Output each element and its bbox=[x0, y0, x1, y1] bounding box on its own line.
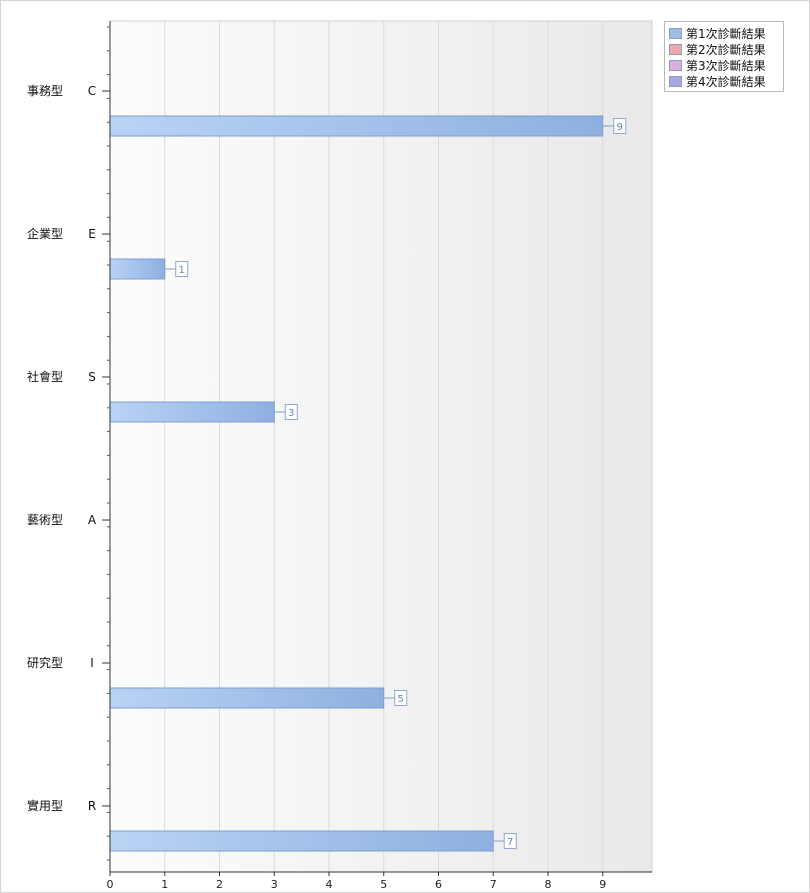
legend-item: 第4次診斷結果 bbox=[669, 73, 779, 89]
legend-swatch bbox=[669, 27, 682, 39]
data-label-box bbox=[503, 833, 517, 849]
legend-label: 第2次診斷結果 bbox=[686, 42, 766, 57]
category-label: 研究型 bbox=[27, 655, 63, 670]
category-label: 事務型 bbox=[27, 84, 63, 98]
data-label: 1 bbox=[179, 265, 185, 276]
bar bbox=[109, 830, 494, 852]
x-tick-label: 8 bbox=[544, 878, 551, 891]
bar bbox=[109, 258, 166, 280]
category-label: 社會型 bbox=[27, 369, 63, 384]
x-tick-label: 1 bbox=[161, 878, 168, 891]
category-label: 藝術型 bbox=[27, 513, 63, 527]
data-label: 5 bbox=[398, 694, 404, 705]
bar bbox=[109, 401, 275, 423]
category-code: S bbox=[88, 370, 96, 384]
x-tick-label: 4 bbox=[325, 878, 332, 891]
data-label: 3 bbox=[288, 408, 294, 419]
legend-swatch bbox=[669, 75, 682, 87]
legend-swatch bbox=[669, 59, 682, 71]
axes bbox=[102, 21, 652, 876]
legend: 第1次診斷結果 第2次診斷結果 第3次診斷結果 第4次診斷結果 bbox=[664, 21, 784, 92]
labels: 0 1 2 3 4 5 6 7 8 9 事務型 C 9 企業型 E 1 社會型 S 3 藝術型 A 研究型 I 5 實用型 R 7 bbox=[27, 84, 627, 891]
data-label: 9 bbox=[617, 122, 623, 133]
category-code: R bbox=[88, 799, 96, 813]
legend-item: 第2次診斷結果 bbox=[669, 41, 779, 57]
category-code: C bbox=[88, 84, 96, 98]
plot-area bbox=[109, 20, 653, 873]
x-tick-label: 3 bbox=[271, 878, 278, 891]
category-label: 實用型 bbox=[27, 798, 63, 813]
category-label: 企業型 bbox=[27, 226, 63, 241]
bar bbox=[109, 115, 604, 137]
legend-label: 第4次診斷結果 bbox=[686, 74, 766, 89]
x-tick-label: 5 bbox=[380, 878, 387, 891]
data-label: 7 bbox=[507, 837, 513, 848]
legend-swatch bbox=[669, 43, 682, 55]
category-code: A bbox=[88, 513, 97, 527]
category-code: E bbox=[88, 227, 96, 241]
x-tick-label: 9 bbox=[599, 878, 606, 891]
x-tick-label: 2 bbox=[216, 878, 223, 891]
legend-label: 第3次診斷結果 bbox=[686, 58, 766, 73]
data-label-box bbox=[394, 690, 408, 706]
data-label-box bbox=[175, 261, 189, 277]
category-code: I bbox=[90, 656, 94, 670]
bar bbox=[109, 687, 385, 709]
legend-item: 第1次診斷結果 bbox=[669, 25, 779, 41]
x-tick-label: 0 bbox=[107, 878, 114, 891]
data-label-box bbox=[284, 404, 298, 420]
x-tick-label: 6 bbox=[435, 878, 442, 891]
legend-item: 第3次診斷結果 bbox=[669, 57, 779, 73]
x-tick-label: 7 bbox=[490, 878, 497, 891]
legend-label: 第1次診斷結果 bbox=[686, 26, 766, 41]
data-label-box bbox=[613, 118, 627, 134]
grid-lines bbox=[164, 21, 604, 872]
